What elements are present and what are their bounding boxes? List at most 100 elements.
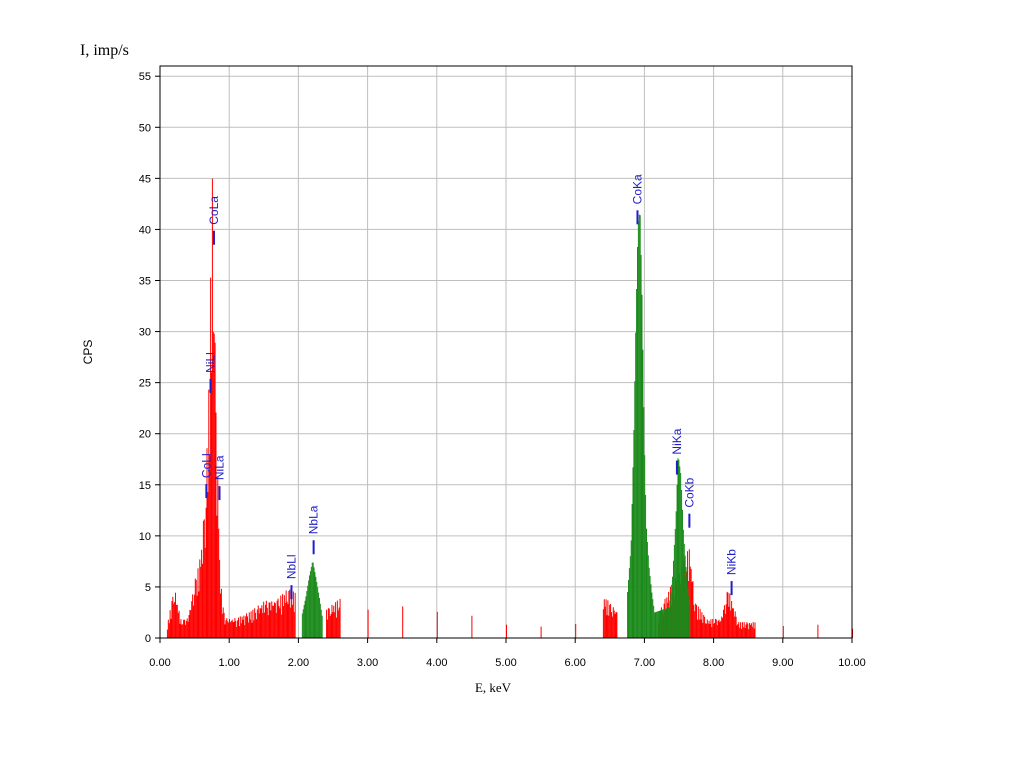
highlighted-bar <box>677 458 679 638</box>
spectrum-bar <box>226 618 228 638</box>
y-tick-label: 5 <box>145 582 151 594</box>
spectrum-bar <box>733 616 735 638</box>
highlighted-bar <box>656 611 658 638</box>
y-tick-label: 15 <box>139 480 151 492</box>
spectrum-bar <box>213 333 215 638</box>
spectrum-bar <box>216 515 218 638</box>
spectrum-bar <box>202 520 204 638</box>
spectrum-bar <box>237 620 239 638</box>
spectrum-bar <box>718 619 720 638</box>
spectrum-bar <box>741 622 743 638</box>
spectrum-bar <box>602 609 604 638</box>
y-tick-label: 45 <box>139 173 151 185</box>
spectrum-bar <box>610 612 612 638</box>
spectrum-bar <box>231 619 233 638</box>
spectrum-bar <box>224 624 226 638</box>
highlighted-bar <box>321 615 323 638</box>
x-tick-label: 0.00 <box>149 657 170 669</box>
spectrum-bar <box>471 615 473 638</box>
spectrum-bar <box>192 594 194 638</box>
spectrum-bar <box>249 619 251 638</box>
spectrum-bar <box>286 601 288 638</box>
highlighted-bar <box>650 584 652 638</box>
y-axis-title: I, imp/s <box>80 42 129 59</box>
y-tick-label: 30 <box>139 327 151 339</box>
highlighted-bar <box>318 597 320 638</box>
highlighted-bar <box>319 603 321 638</box>
spectrum-bar <box>749 624 751 638</box>
spectrum-bar <box>177 612 179 638</box>
spectrum-bar <box>741 629 743 638</box>
highlighted-bar <box>304 600 306 638</box>
y-tick-label: 50 <box>139 122 151 134</box>
y-tick-label: 0 <box>145 633 151 645</box>
highlighted-bar <box>316 582 318 638</box>
spectrum-bar <box>289 589 291 638</box>
highlighted-bar <box>303 604 305 638</box>
spectrum-bar <box>203 519 205 638</box>
spectrum-bar <box>273 605 275 638</box>
spectrum-bar <box>332 612 334 638</box>
spectrum-bar <box>202 563 204 638</box>
highlighted-bar <box>628 568 630 638</box>
spectrum-bar <box>334 612 336 638</box>
spectrum-bar <box>205 507 207 638</box>
spectrum-bar <box>750 623 752 638</box>
peak-label: CoLa <box>207 196 221 225</box>
spectrum-bar <box>198 591 200 638</box>
highlighted-bar <box>647 555 649 638</box>
spectrum-bar <box>696 604 698 638</box>
spectrum-bar <box>199 559 201 638</box>
spectrum-bar <box>217 476 219 638</box>
highlighted-bar <box>654 612 656 638</box>
spectrum-bar <box>245 616 247 638</box>
spectrum-bar <box>326 609 328 638</box>
spectrum-bar <box>185 620 187 638</box>
peak-label: CoKa <box>630 174 644 204</box>
spectrum-bar <box>278 605 280 638</box>
spectrum-bar <box>186 618 188 638</box>
peak-label: NiKa <box>670 428 684 454</box>
spectrum-bar <box>335 602 337 638</box>
spectrum-bar <box>283 595 285 638</box>
highlighted-bar <box>682 529 684 638</box>
highlighted-bar <box>681 509 683 638</box>
highlighted-spectrum <box>301 214 691 639</box>
spectrum-bar <box>291 591 293 638</box>
highlighted-bar <box>678 459 680 638</box>
highlighted-bar <box>658 610 660 638</box>
spectrum-bar <box>233 621 235 638</box>
x-tick-label: 7.00 <box>634 657 655 669</box>
y-tick-label: 35 <box>139 276 151 288</box>
highlighted-bar <box>670 592 672 638</box>
spectrum-bar <box>228 618 230 638</box>
spectrum-bar <box>258 613 260 638</box>
peak-label: NiLa <box>213 455 227 480</box>
spectrum-bar <box>219 559 221 638</box>
spectrum-bar <box>207 491 209 638</box>
highlighted-bar <box>660 610 662 638</box>
spectrum-bar <box>232 621 234 638</box>
highlighted-bar <box>671 584 673 638</box>
peak-label: NiLl <box>204 352 218 373</box>
spectrum-bar <box>716 625 718 638</box>
spectrum-bar <box>272 605 274 638</box>
highlighted-bar <box>667 607 669 638</box>
highlighted-bar <box>312 562 314 638</box>
spectrum-bar <box>691 582 693 638</box>
highlighted-bar <box>640 254 642 638</box>
spectrum-bar <box>273 602 275 638</box>
highlighted-bar <box>651 592 653 638</box>
spectrum-bar <box>234 618 236 638</box>
spectrum-bar <box>705 623 707 638</box>
peak-label: CoLl <box>199 453 213 478</box>
spectrum-bar <box>246 613 248 638</box>
spectrum-bar <box>714 618 716 638</box>
spectrum-bar <box>738 622 740 638</box>
spectrum-bar <box>720 620 722 638</box>
spectrum-bar <box>228 622 230 638</box>
spectrum-bar <box>706 619 708 638</box>
highlighted-bar <box>310 566 312 638</box>
spectrum-bar <box>690 568 692 638</box>
spectrum-bar <box>266 607 268 638</box>
